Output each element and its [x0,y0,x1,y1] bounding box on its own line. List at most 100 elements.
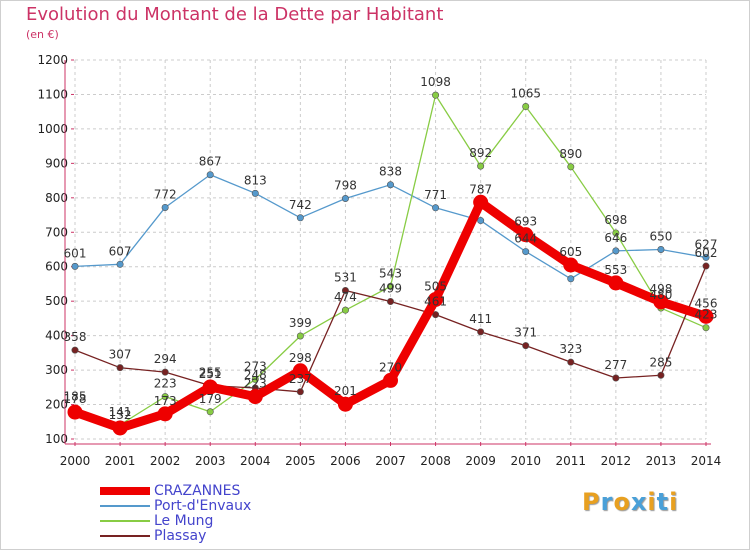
data-point [161,393,169,401]
data-label: 251 [199,367,222,381]
data-label: 798 [334,179,357,193]
data-point [116,260,124,268]
data-point [386,298,394,306]
data-point [296,214,304,222]
data-label: 892 [469,146,492,160]
logo-letter: r [600,488,614,516]
data-point [477,217,485,225]
data-label: 1098 [420,75,451,89]
data-point [112,420,128,436]
chart-subtitle: (en €) [26,28,59,41]
logo-letter: o [613,488,631,516]
data-point [157,406,173,422]
logo-letter: P [582,488,601,516]
data-point [567,163,575,171]
data-label: 178 [64,392,87,406]
data-point [383,372,398,388]
legend-label: Le Mung [154,513,214,529]
data-label: 248 [244,368,267,382]
data-point [522,248,530,256]
data-point [296,332,304,340]
data-label: 456 [695,296,718,310]
data-point [522,342,530,350]
data-label: 185 [64,390,87,404]
data-label: 237 [289,372,312,386]
data-point [477,162,485,170]
y-tick-label: 700 [45,225,68,239]
data-label: 867 [199,155,222,169]
legend: CRAZANNES Port-d'Envaux Le Mung Plassay [100,483,360,544]
data-label: 553 [604,263,627,277]
data-point [612,374,620,382]
data-label: 650 [649,230,672,244]
data-label: 298 [289,351,312,365]
data-label: 371 [514,326,537,340]
data-label: 772 [154,187,177,201]
data-point [251,189,259,197]
data-label: 607 [109,244,132,258]
data-label: 813 [244,173,267,187]
data-label: 399 [289,316,312,330]
logo-letter: x [630,488,648,516]
data-label: 423 [695,308,718,322]
logo-letter: t [656,488,670,516]
data-point [612,247,620,255]
data-label: 273 [244,359,267,373]
data-label: 646 [604,231,627,245]
x-tick-label: 2004 [240,454,271,468]
data-point [563,257,579,273]
data-label: 285 [649,355,672,369]
legend-swatch [100,535,150,537]
axes: 100 200 300 400 500 600 700 800 900 1000 1100 1200 2… [37,53,721,468]
data-point [341,306,349,314]
x-tick-label: 2009 [465,454,496,468]
data-label: 890 [559,147,582,161]
data-label: 505 [424,279,447,293]
data-label: 771 [424,188,447,202]
data-label: 627 [695,237,718,251]
data-point [67,404,83,420]
data-labels: 178 132 173 251 223 298 201 270 505 787 693 605 553 4… [64,75,718,422]
data-point [702,253,710,261]
data-label: 323 [559,342,582,356]
data-label: 499 [379,282,402,296]
data-point [432,91,440,99]
data-label: 693 [514,215,537,229]
y-tick-label: 400 [45,329,68,343]
data-point [202,379,218,395]
data-point [657,371,665,379]
data-label: 742 [289,198,312,212]
series-lines [67,91,714,436]
x-tick-label: 2000 [60,454,91,468]
x-tick-label: 2012 [601,454,632,468]
data-label: 698 [604,213,627,227]
legend-swatch [100,520,150,522]
data-point [251,375,259,383]
data-point [206,171,214,179]
data-label: 601 [64,246,87,260]
y-tick-label: 100 [45,432,68,446]
data-label: 307 [109,348,132,362]
data-point [247,389,263,405]
data-point [337,396,353,412]
chart-title: Evolution du Montant de la Dette par Hab… [26,4,444,25]
data-point [292,363,308,379]
x-tick-label: 2014 [691,454,722,468]
data-point [432,204,440,212]
data-point [608,275,624,291]
x-tick-label: 2003 [195,454,226,468]
x-tick-label: 2001 [105,454,136,468]
data-point [161,368,169,376]
y-tick-label: 1000 [37,122,68,136]
data-label: 644 [514,232,537,246]
data-label: 461 [424,295,447,309]
x-tick-label: 2010 [510,454,541,468]
data-point [522,103,530,111]
data-label: 474 [334,290,357,304]
data-label: 358 [64,330,87,344]
data-label: 294 [154,352,177,366]
y-tick-label: 900 [45,156,68,170]
logo-letter: i [647,488,657,516]
y-tick-label: 200 [45,398,68,412]
